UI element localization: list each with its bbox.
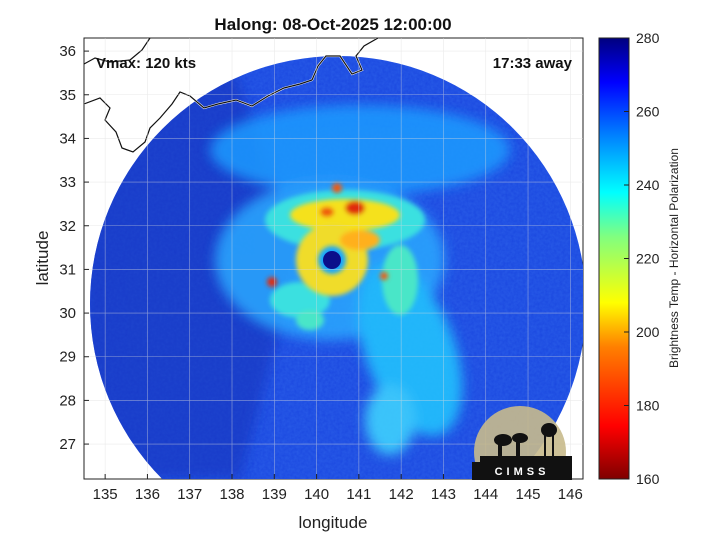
colorbar-tick-label: 220: [636, 251, 660, 267]
x-tick-label: 139: [262, 486, 287, 503]
y-tick-label: 35: [59, 87, 76, 104]
colorbar-label: Brightness Temp - Horizontal Polarizatio…: [667, 148, 681, 368]
x-tick-label: 141: [346, 486, 371, 503]
x-tick-label: 144: [473, 486, 498, 503]
y-axis-title: latitude: [33, 231, 52, 286]
y-tick-label: 32: [59, 218, 76, 235]
x-tick-label: 136: [135, 486, 160, 503]
x-tick-label: 146: [558, 486, 583, 503]
colorbar-tick-label: 200: [636, 324, 660, 340]
x-tick-label: 140: [304, 486, 329, 503]
x-tick-label: 138: [219, 486, 244, 503]
y-tick-label: 34: [59, 130, 76, 147]
x-axis-title: longitude: [298, 513, 367, 532]
colorbar: 160 180 200 220 240 260 280 Brightness Temp - …: [598, 30, 681, 487]
microwave-image: [84, 38, 583, 479]
y-tick-label: 33: [59, 174, 76, 191]
y-tick-label: 27: [59, 436, 76, 453]
x-tick-label: 137: [177, 486, 202, 503]
y-tick-label: 28: [59, 392, 76, 409]
time-away-annotation: 17:33 away: [493, 55, 573, 72]
x-axis: 135 136 137 138 139 140 141 142 143 144 145 146: [93, 474, 583, 503]
y-tick-label: 36: [59, 43, 76, 60]
colorbar-tick-label: 260: [636, 104, 660, 120]
colorbar-tick-label: 160: [636, 471, 660, 487]
cimss-logo: CIMSS: [472, 406, 572, 480]
colorbar-tick-label: 180: [636, 398, 660, 414]
chart-title: Halong: 08-Oct-2025 12:00:00: [214, 15, 451, 34]
grid: [84, 38, 583, 479]
x-tick-label: 145: [516, 486, 541, 503]
x-tick-label: 142: [389, 486, 414, 503]
y-tick-label: 31: [59, 261, 76, 278]
y-tick-label: 29: [59, 349, 76, 366]
colorbar-tick-label: 240: [636, 177, 660, 193]
x-tick-label: 143: [431, 486, 456, 503]
colorbar-tick-label: 280: [636, 30, 660, 46]
y-axis: 27 28 29 30 31 32 33 34 35 36: [59, 43, 89, 453]
x-tick-label: 135: [93, 486, 118, 503]
vmax-annotation: Vmax: 120 kts: [96, 55, 196, 72]
logo-text: CIMSS: [495, 466, 550, 478]
y-tick-label: 30: [59, 305, 76, 322]
